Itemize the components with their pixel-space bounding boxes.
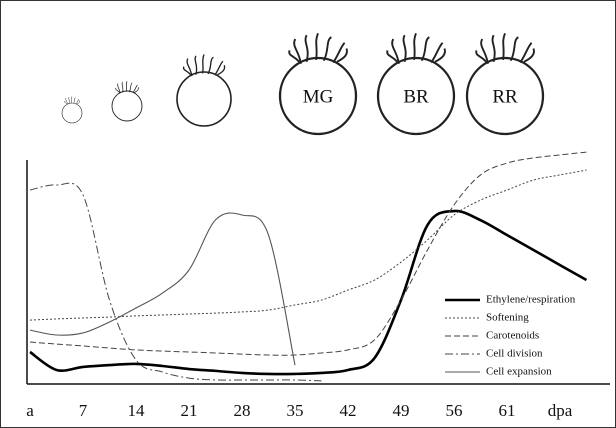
- x-tick-label: a: [26, 401, 34, 420]
- x-tick-label: 49: [393, 401, 410, 420]
- x-tick-label: 21: [181, 401, 198, 420]
- x-tick-label: 28: [234, 401, 251, 420]
- x-tick-label: 14: [128, 401, 146, 420]
- legend-label: Cell division: [486, 348, 543, 360]
- legend-label: Cell expansion: [486, 366, 552, 378]
- x-tick-label: 7: [79, 401, 88, 420]
- chart: MG BR RR a 7 14 21 28 35 42 49 56 61 dpa Ethylene/r…: [0, 0, 616, 428]
- stage-label: BR: [403, 86, 429, 107]
- x-tick-label: 35: [287, 401, 304, 420]
- x-tick-label: 61: [499, 401, 516, 420]
- stage-label: RR: [492, 86, 518, 107]
- legend-label: Ethylene/respiration: [486, 294, 576, 306]
- legend-label: Softening: [486, 312, 529, 324]
- stage-label: MG: [303, 86, 334, 107]
- x-tick-label: 42: [340, 401, 357, 420]
- x-tick-label: dpa: [548, 401, 573, 420]
- legend-label: Carotenoids: [486, 330, 539, 342]
- x-tick-label: 56: [446, 401, 463, 420]
